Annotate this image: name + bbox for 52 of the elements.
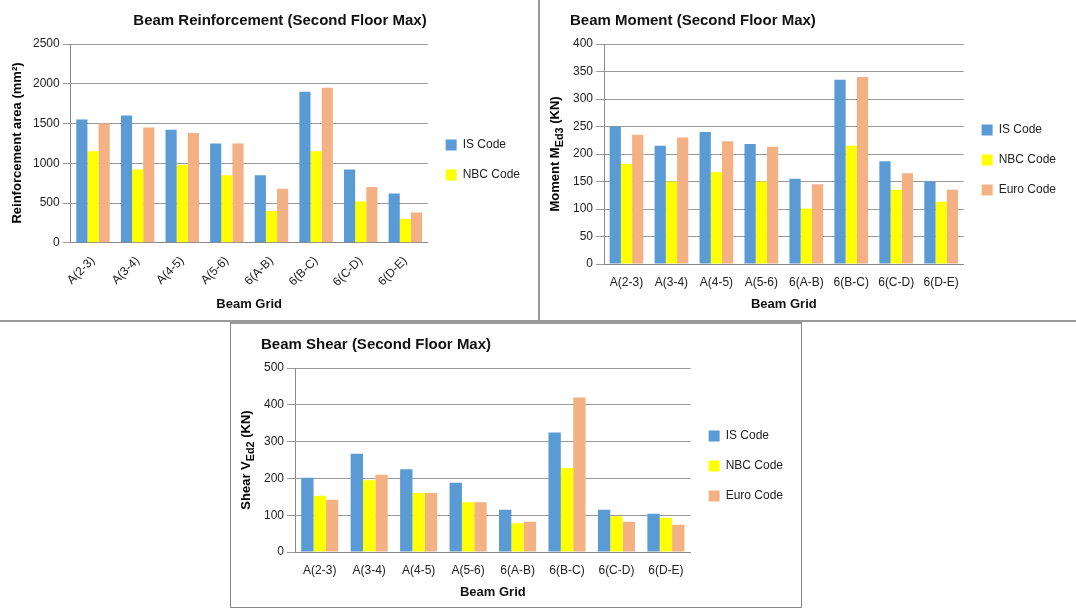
y-tick-label: 200	[263, 470, 285, 485]
y-tick-label: 50	[579, 228, 594, 243]
legend-label: IS Code	[998, 122, 1043, 137]
y-tick-label: 400	[263, 397, 285, 412]
x-tick-label: A(3-4)	[654, 274, 689, 289]
x-axis-title: Beam Grid	[750, 295, 817, 311]
y-tick-label: 150	[572, 173, 594, 188]
x-tick-label: 6(B-C)	[549, 562, 585, 577]
y-tick-label: 1000	[32, 155, 61, 170]
y-tick-label: 200	[572, 146, 594, 161]
x-tick-label: A(4-5)	[401, 562, 436, 577]
x-axis-title: Beam Grid	[459, 583, 526, 599]
y-tick-label: 2000	[32, 76, 61, 91]
y-tick-label: 1500	[32, 115, 61, 130]
y-axis-title: Reinforcement area (mm²)	[8, 62, 24, 224]
x-tick-label: 6(C-D)	[598, 562, 635, 577]
y-tick-label: 300	[572, 91, 594, 106]
x-axis-title: Beam Grid	[216, 295, 283, 311]
x-tick-label: 6(A-B)	[500, 562, 535, 577]
x-tick-label: 6(D-E)	[923, 274, 959, 289]
y-tick-label: 0	[53, 235, 61, 250]
y-tick-label: 400	[572, 36, 594, 51]
x-tick-label: A(5-6)	[451, 562, 485, 577]
legend-label: NBC Code	[725, 458, 784, 473]
y-tick-label: 0	[586, 256, 594, 271]
x-tick-label: A(5-6)	[744, 274, 779, 289]
chart-title: Beam Reinforcement (Second Floor Max)	[133, 11, 427, 29]
x-tick-label: A(3-4)	[352, 562, 386, 577]
y-tick-label: 300	[263, 433, 285, 448]
legend-label: NBC Code	[462, 167, 521, 182]
y-tick-label: 2500	[32, 36, 61, 51]
legend-label: IS Code	[462, 137, 507, 152]
chart-title: Beam Shear (Second Floor Max)	[261, 335, 492, 353]
x-tick-label: A(4-5)	[699, 274, 734, 289]
x-tick-label: 6(D-E)	[648, 562, 684, 577]
x-tick-label: 6(A-B)	[788, 274, 824, 289]
x-tick-label: 6(B-C)	[833, 274, 869, 289]
y-tick-label: 500	[263, 360, 285, 375]
legend-label: Euro Code	[998, 182, 1057, 197]
chart-title: Beam Moment (Second Floor Max)	[570, 11, 816, 29]
y-tick-label: 100	[263, 507, 285, 522]
legend-label: IS Code	[725, 428, 770, 443]
x-tick-label: A(2-3)	[609, 274, 644, 289]
y-tick-label: 0	[277, 544, 285, 559]
y-tick-label: 500	[39, 195, 61, 210]
legend-label: Euro Code	[725, 488, 784, 503]
legend-label: NBC Code	[998, 152, 1057, 167]
y-tick-label: 250	[572, 118, 594, 133]
y-tick-label: 100	[572, 201, 594, 216]
y-tick-label: 350	[572, 63, 594, 78]
x-tick-label: A(2-3)	[303, 562, 337, 577]
x-tick-label: 6(C-D)	[878, 274, 915, 289]
